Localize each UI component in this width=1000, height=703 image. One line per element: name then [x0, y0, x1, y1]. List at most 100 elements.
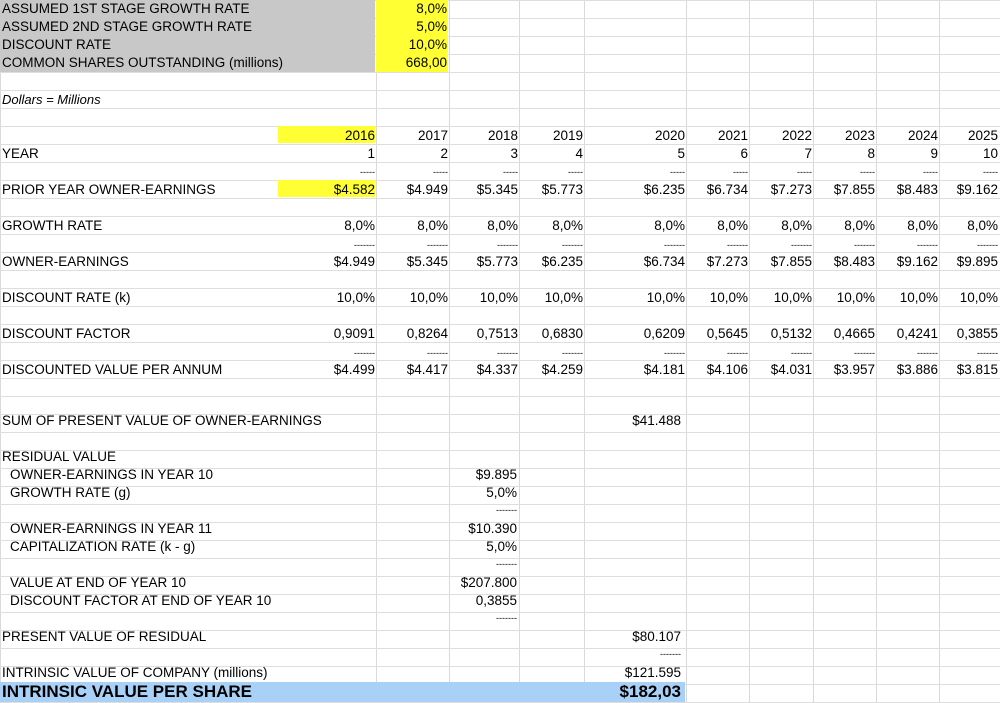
intrinsic-company-value[interactable]: $121.595	[624, 665, 681, 680]
separator-dash[interactable]: -------	[562, 348, 583, 358]
value-prior[interactable]: $9.162	[956, 182, 998, 197]
separator-dash[interactable]: -------	[727, 240, 748, 250]
separator-dash[interactable]: -----	[797, 167, 812, 177]
residual-label[interactable]: DISCOUNT FACTOR AT END OF YEAR 10	[10, 593, 272, 608]
value-growth[interactable]: 8,0%	[967, 218, 998, 233]
value-growth[interactable]: 8,0%	[717, 218, 748, 233]
year-header[interactable]: 2018	[487, 128, 518, 143]
year-number[interactable]: 5	[677, 146, 685, 161]
value-discount-factor[interactable]: 0,5132	[770, 326, 812, 341]
year-header[interactable]: 2022	[781, 128, 812, 143]
year-header[interactable]: 2020	[654, 128, 685, 143]
value-owner[interactable]: $5.773	[476, 254, 518, 269]
value-growth[interactable]: 8,0%	[552, 218, 583, 233]
assumption-label[interactable]: DISCOUNT RATE	[2, 37, 112, 52]
value-discount-rate[interactable]: 10,0%	[836, 290, 875, 305]
year-number[interactable]: 6	[740, 146, 748, 161]
separator-dash[interactable]: -------	[854, 240, 875, 250]
pv-residual-label[interactable]: PRESENT VALUE OF RESIDUAL	[2, 629, 207, 644]
value-growth[interactable]: 8,0%	[781, 218, 812, 233]
separator-dash[interactable]: -------	[917, 348, 938, 358]
year-header[interactable]: 2025	[967, 128, 998, 143]
year-number[interactable]: 9	[930, 146, 938, 161]
row-label-discount-rate[interactable]: DISCOUNT RATE (k)	[2, 290, 131, 305]
value-discounted[interactable]: $3.815	[956, 362, 998, 377]
year-header[interactable]: 2021	[717, 128, 748, 143]
value-growth[interactable]: 8,0%	[417, 218, 448, 233]
residual-value[interactable]: 0,3855	[475, 593, 517, 608]
separator-dash[interactable]: -------	[496, 559, 517, 569]
separator-dash[interactable]: -------	[854, 348, 875, 358]
separator-dash[interactable]: -----	[983, 167, 998, 177]
residual-label[interactable]: VALUE AT END OF YEAR 10	[10, 575, 187, 590]
value-owner[interactable]: $9.162	[896, 254, 938, 269]
separator-dash[interactable]: -------	[496, 613, 517, 623]
year-header[interactable]: 2024	[907, 128, 938, 143]
separator-dash[interactable]: -------	[354, 348, 375, 358]
row-label-discount-factor[interactable]: DISCOUNT FACTOR	[2, 326, 131, 341]
value-owner[interactable]: $5.345	[406, 254, 448, 269]
assumption-label[interactable]: ASSUMED 2ND STAGE GROWTH RATE	[2, 19, 253, 34]
value-discount-factor[interactable]: 0,6209	[643, 326, 685, 341]
value-discount-rate[interactable]: 10,0%	[773, 290, 812, 305]
separator-dash[interactable]: -------	[354, 240, 375, 250]
year-header[interactable]: 2019	[552, 128, 583, 143]
value-owner[interactable]: $6.734	[643, 254, 685, 269]
value-discount-factor[interactable]: 0,8264	[406, 326, 448, 341]
value-discounted[interactable]: $3.957	[833, 362, 875, 377]
value-discount-rate[interactable]: 10,0%	[479, 290, 518, 305]
value-discounted[interactable]: $4.106	[706, 362, 748, 377]
pv-residual-value[interactable]: $80.107	[632, 629, 681, 644]
value-discounted[interactable]: $4.031	[770, 362, 812, 377]
value-growth[interactable]: 8,0%	[487, 218, 518, 233]
row-label-growth[interactable]: GROWTH RATE	[2, 218, 103, 233]
row-label-discounted[interactable]: DISCOUNTED VALUE PER ANNUM	[2, 362, 223, 377]
separator-dash[interactable]: -------	[791, 240, 812, 250]
value-discount-factor[interactable]: 0,6830	[541, 326, 583, 341]
separator-dash[interactable]: -----	[360, 167, 375, 177]
value-discounted[interactable]: $4.417	[406, 362, 448, 377]
value-discount-factor[interactable]: 0,4241	[896, 326, 938, 341]
value-prior[interactable]: $8.483	[896, 182, 938, 197]
value-discount-rate[interactable]: 10,0%	[336, 290, 375, 305]
value-owner[interactable]: $9.895	[956, 254, 998, 269]
residual-label[interactable]: OWNER-EARNINGS IN YEAR 10	[10, 467, 214, 482]
year-header[interactable]: 2023	[844, 128, 875, 143]
value-discount-rate[interactable]: 10,0%	[709, 290, 748, 305]
row-label-owner[interactable]: OWNER-EARNINGS	[2, 254, 129, 269]
separator-dash[interactable]: -------	[427, 240, 448, 250]
separator-dash[interactable]: -------	[660, 649, 681, 659]
separator-dash[interactable]: -------	[664, 240, 685, 250]
value-discounted[interactable]: $4.181	[643, 362, 685, 377]
assumption-value[interactable]: 8,0%	[416, 1, 447, 16]
separator-dash[interactable]: -------	[977, 348, 998, 358]
separator-dash[interactable]: -------	[977, 240, 998, 250]
year-number[interactable]: 3	[510, 146, 518, 161]
sum-pv-value[interactable]: $41.488	[632, 413, 681, 428]
year-header[interactable]: 2017	[417, 128, 448, 143]
year-number[interactable]: 7	[804, 146, 812, 161]
intrinsic-share-label[interactable]: INTRINSIC VALUE PER SHARE	[2, 682, 252, 701]
residual-label[interactable]: CAPITALIZATION RATE (k - g)	[10, 539, 196, 554]
value-discount-factor[interactable]: 0,4665	[833, 326, 875, 341]
assumption-label[interactable]: COMMON SHARES OUTSTANDING (millions)	[2, 55, 284, 70]
assumption-label[interactable]: ASSUMED 1ST STAGE GROWTH RATE	[2, 1, 250, 16]
residual-value[interactable]: $10.390	[468, 521, 517, 536]
separator-dash[interactable]: -----	[433, 167, 448, 177]
value-owner[interactable]: $7.273	[706, 254, 748, 269]
value-prior[interactable]: $7.855	[833, 182, 875, 197]
year-number[interactable]: 8	[867, 146, 875, 161]
separator-dash[interactable]: -----	[503, 167, 518, 177]
separator-dash[interactable]: -----	[733, 167, 748, 177]
separator-dash[interactable]: -------	[664, 348, 685, 358]
value-discount-rate[interactable]: 10,0%	[544, 290, 583, 305]
separator-dash[interactable]: -------	[497, 240, 518, 250]
value-discount-factor[interactable]: 0,7513	[476, 326, 518, 341]
value-discounted[interactable]: $3.886	[896, 362, 938, 377]
separator-dash[interactable]: -----	[923, 167, 938, 177]
value-prior[interactable]: $6.235	[643, 182, 685, 197]
separator-dash[interactable]: -------	[496, 505, 517, 515]
sum-pv-label[interactable]: SUM OF PRESENT VALUE OF OWNER-EARNINGS	[2, 413, 322, 428]
units-note[interactable]: Dollars = Millions	[2, 92, 101, 107]
value-discount-rate[interactable]: 10,0%	[646, 290, 685, 305]
